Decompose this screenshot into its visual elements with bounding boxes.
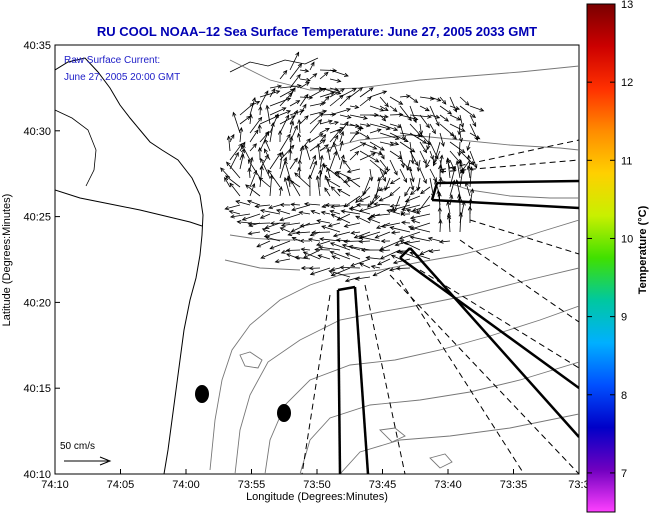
chart-title: RU COOL NOAA–12 Sea Surface Temperature:… (97, 24, 537, 39)
colorbar-tick-label: 12 (621, 77, 633, 89)
x-tick-label: 73:40 (434, 479, 462, 491)
colorbar (587, 4, 615, 512)
colorbar-tick-label: 8 (621, 390, 627, 402)
x-axis-label: Longitude (Degrees:Minutes) (246, 491, 388, 503)
y-tick-label: 40:30 (23, 126, 51, 138)
scale-label: 50 cm/s (60, 441, 95, 452)
x-tick-label: 73:35 (500, 479, 528, 491)
colorbar-tick-label: 13 (621, 0, 633, 11)
subtitle-line-1: Raw Surface Current: (64, 55, 160, 66)
land-blob (195, 385, 209, 403)
y-tick-label: 40:25 (23, 212, 51, 224)
y-axis-label: Latitude (Degrees:Minutes) (1, 194, 13, 327)
colorbar-tick-label: 7 (621, 468, 627, 480)
plot-area (55, 45, 579, 474)
y-tick-label: 40:35 (23, 40, 51, 52)
colorbar-tick-label: 11 (621, 155, 632, 167)
x-tick-label: 73:55 (238, 479, 266, 491)
x-tick-label: 74:00 (172, 479, 200, 491)
land-blob (277, 404, 291, 422)
x-tick-label: 74:05 (107, 479, 135, 491)
y-tick-label: 40:15 (23, 383, 51, 395)
subtitle-line-2: June 27, 2005 20:00 GMT (64, 72, 180, 83)
y-tick-label: 40:20 (23, 297, 51, 309)
y-tick-label: 40:10 (23, 469, 51, 481)
x-tick-label: 73:3 (568, 479, 589, 491)
colorbar-tick-label: 9 (621, 312, 627, 324)
colorbar-label: Temperature (°C) (637, 205, 649, 294)
colorbar-tick-label: 10 (621, 233, 633, 245)
x-tick-label: 73:45 (369, 479, 397, 491)
x-tick-label: 73:50 (303, 479, 331, 491)
